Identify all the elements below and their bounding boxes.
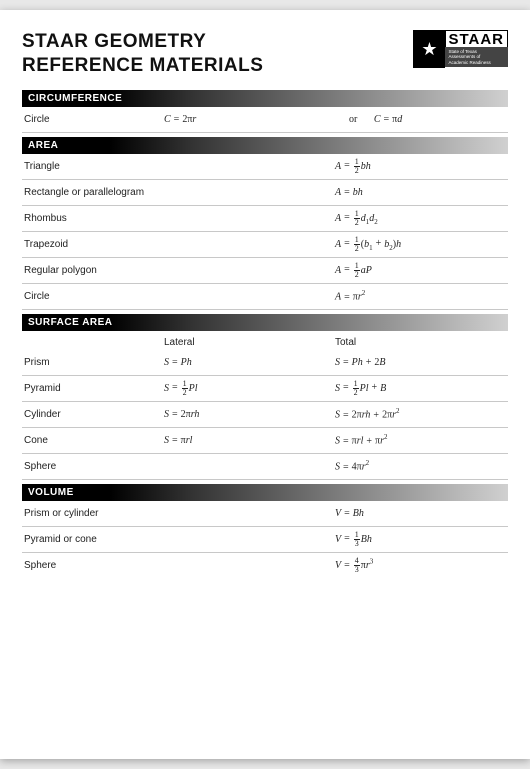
row-prism-vol: Prism or cylinder V=Bh xyxy=(22,501,508,527)
reference-sheet: STAAR GEOMETRY REFERENCE MATERIALS ★ STA… xyxy=(0,10,530,759)
row-trapezoid: Trapezoid A=12(b1+b2)h xyxy=(22,232,508,258)
row-circle-area: Circle A=πr2 xyxy=(22,284,508,310)
row-cylinder-sa: Cylinder S=2πrh S=2πrh+2πr2 xyxy=(22,402,508,428)
logo-right: STAAR State of Texas Assessments of Acad… xyxy=(445,30,508,68)
formula: C=2πr xyxy=(164,114,335,125)
logo-text: STAAR xyxy=(445,30,508,47)
row-rectangle: Rectangle or parallelogram A=bh xyxy=(22,180,508,206)
section-surface-area: SURFACE AREA xyxy=(22,314,508,331)
label: Rhombus xyxy=(24,213,164,224)
label: Circle xyxy=(24,114,164,125)
surface-subheader: Lateral Total xyxy=(22,331,508,350)
label: Sphere xyxy=(24,461,164,472)
formula: A=πr2 xyxy=(335,289,506,302)
formula-total: S=πrl+πr2 xyxy=(335,433,506,446)
formula-lateral: S=2πrh xyxy=(164,409,335,420)
row-regular-polygon: Regular polygon A=12aP xyxy=(22,258,508,284)
label: Trapezoid xyxy=(24,239,164,250)
title-line-2: REFERENCE MATERIALS xyxy=(22,55,263,76)
row-triangle: Triangle A=12bh xyxy=(22,154,508,180)
star-icon: ★ xyxy=(413,30,445,68)
col-lateral: Lateral xyxy=(164,337,335,348)
formula: A=12bh xyxy=(335,158,506,175)
row-pyramid-sa: Pyramid S=12Pl S=12Pl+B xyxy=(22,376,508,402)
label: Triangle xyxy=(24,161,164,172)
formula: A=12d1d2 xyxy=(335,210,506,227)
label: Sphere xyxy=(24,560,164,571)
formula-alt: or C=πd xyxy=(335,114,506,125)
formula-total: S=4πr2 xyxy=(335,459,506,472)
logo-subtitle: State of Texas Assessments of Academic R… xyxy=(445,47,508,67)
row-pyramid-vol: Pyramid or cone V=13Bh xyxy=(22,527,508,553)
title-line-1: STAAR GEOMETRY xyxy=(22,31,206,52)
staar-logo: ★ STAAR State of Texas Assessments of Ac… xyxy=(413,30,508,68)
label: Prism or cylinder xyxy=(24,508,164,519)
formula: A=12(b1+b2)h xyxy=(335,236,506,253)
formula: A=12aP xyxy=(335,262,506,279)
label: Rectangle or parallelogram xyxy=(24,187,164,198)
row-prism-sa: Prism S=Ph S=Ph+2B xyxy=(22,350,508,376)
header: STAAR GEOMETRY REFERENCE MATERIALS ★ STA… xyxy=(22,30,508,78)
row-rhombus: Rhombus A=12d1d2 xyxy=(22,206,508,232)
label: Pyramid xyxy=(24,383,164,394)
formula-total: S=Ph+2B xyxy=(335,357,506,368)
section-volume: VOLUME xyxy=(22,484,508,501)
label: Circle xyxy=(24,291,164,302)
formula: A=bh xyxy=(335,187,506,198)
formula: V=13Bh xyxy=(335,531,506,548)
row-circle-circ: Circle C=2πr or C=πd xyxy=(22,107,508,133)
label: Cylinder xyxy=(24,409,164,420)
section-area: AREA xyxy=(22,137,508,154)
section-circumference: CIRCUMFERENCE xyxy=(22,90,508,107)
label: Cone xyxy=(24,435,164,446)
label: Regular polygon xyxy=(24,265,164,276)
formula-lateral: S=Ph xyxy=(164,357,335,368)
formula: V=Bh xyxy=(335,508,506,519)
page-title: STAAR GEOMETRY REFERENCE MATERIALS xyxy=(22,30,263,78)
row-sphere-sa: Sphere S=4πr2 xyxy=(22,454,508,480)
formula: V=43πr3 xyxy=(335,557,506,574)
row-sphere-vol: Sphere V=43πr3 xyxy=(22,553,508,579)
label: Prism xyxy=(24,357,164,368)
formula-total: S=2πrh+2πr2 xyxy=(335,407,506,420)
label: Pyramid or cone xyxy=(24,534,164,545)
formula-lateral: S=12Pl xyxy=(164,380,335,397)
formula-total: S=12Pl+B xyxy=(335,380,506,397)
col-total: Total xyxy=(335,337,506,348)
row-cone-sa: Cone S=πrl S=πrl+πr2 xyxy=(22,428,508,454)
formula-lateral: S=πrl xyxy=(164,435,335,446)
